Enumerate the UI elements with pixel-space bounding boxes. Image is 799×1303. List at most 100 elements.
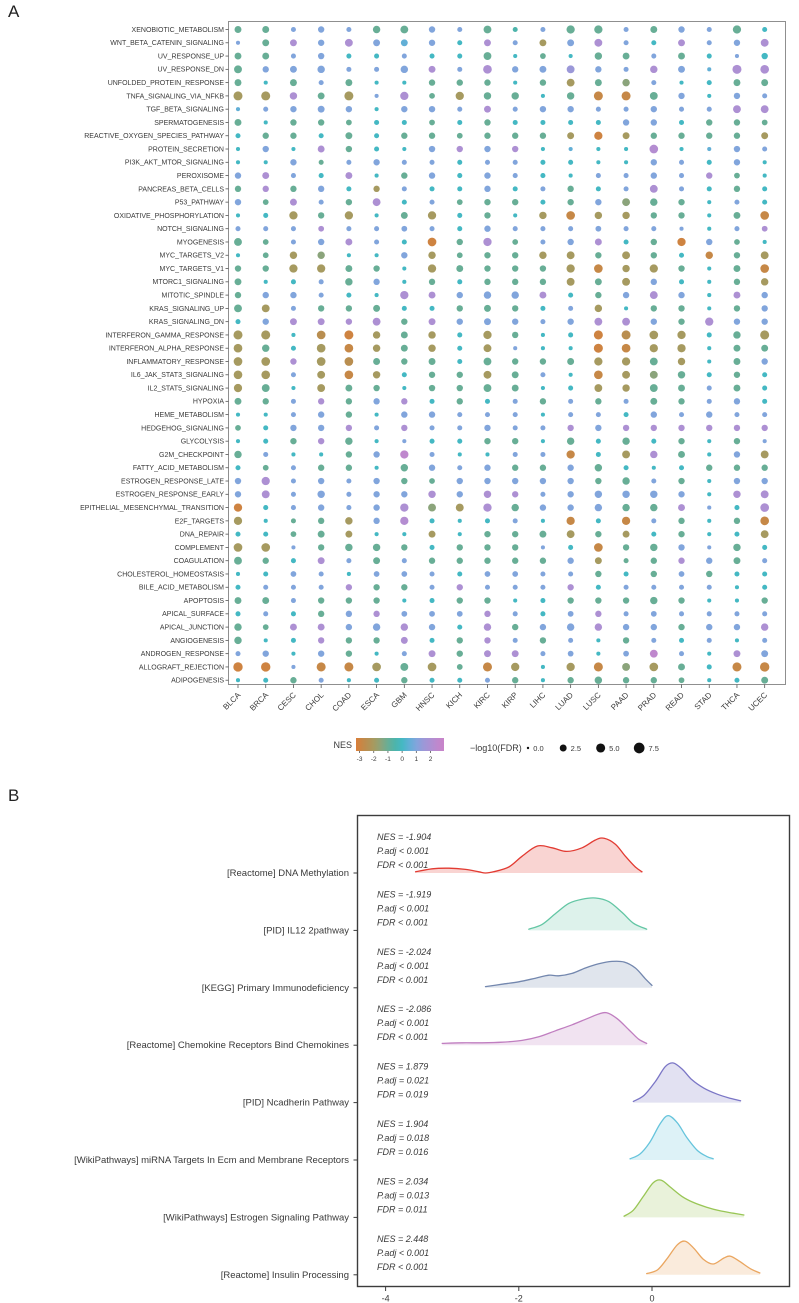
nes-dot xyxy=(291,545,296,550)
nes-dot xyxy=(345,384,353,392)
ridge-area xyxy=(630,1115,714,1160)
pathway-set-label: [WikiPathways] miRNA Targets In Ecm and … xyxy=(74,1155,349,1166)
nes-dot xyxy=(374,425,380,431)
nes-dot xyxy=(622,317,631,326)
nes-dot xyxy=(732,64,742,74)
nes-dot xyxy=(512,623,519,631)
nes-dot xyxy=(344,357,354,366)
nes-dot xyxy=(596,651,601,656)
nes-dot xyxy=(512,530,519,538)
nes-dot xyxy=(539,623,547,631)
nes-dot xyxy=(762,584,768,590)
nes-dot xyxy=(733,79,741,87)
nes-dot xyxy=(513,213,518,218)
pathway-label: UV_RESPONSE_DN xyxy=(157,67,224,74)
nes-dot xyxy=(762,611,768,617)
ridge-line xyxy=(528,897,648,930)
nes-dot xyxy=(290,424,297,432)
annotation-line: P.adj = 0.018 xyxy=(377,1133,429,1143)
nes-dot xyxy=(235,611,241,617)
nes-dot xyxy=(568,332,574,338)
nes-dot xyxy=(761,132,769,140)
nes-dot xyxy=(400,91,409,101)
nes-dot xyxy=(760,65,770,74)
nes-dot xyxy=(706,332,712,338)
nes-dot xyxy=(594,264,603,273)
nes-dot xyxy=(595,291,602,299)
nes-dot xyxy=(623,186,629,192)
nes-dot xyxy=(539,557,547,564)
annotation-line: P.adj = 0.013 xyxy=(377,1190,429,1200)
nes-dot xyxy=(707,439,712,444)
nes-dot xyxy=(760,503,770,512)
ridge-line xyxy=(484,960,653,988)
nes-dot xyxy=(263,412,268,417)
nes-dot xyxy=(512,557,519,564)
cancer-type-label: LUSC xyxy=(581,690,603,712)
annotation-line: FDR = 0.016 xyxy=(377,1147,428,1157)
nes-dot xyxy=(456,597,463,604)
nes-dot xyxy=(594,543,603,552)
nes-dot xyxy=(483,623,492,631)
nes-dot xyxy=(762,385,768,391)
nes-dot xyxy=(762,146,768,152)
nes-dot xyxy=(234,291,242,299)
nes-dot xyxy=(428,172,436,179)
nes-dot xyxy=(457,571,463,577)
nes-dot xyxy=(291,664,296,669)
nes-dot xyxy=(623,584,629,590)
nes-dot xyxy=(733,159,741,166)
nes-dot xyxy=(678,491,685,498)
nes-dot xyxy=(679,80,684,85)
nes-dot xyxy=(678,597,685,604)
nes-dot xyxy=(567,105,574,113)
nes-dot xyxy=(262,344,270,352)
nes-dot xyxy=(317,370,326,379)
nes-dot xyxy=(651,518,657,524)
nes-dot xyxy=(706,53,712,59)
nes-dot xyxy=(540,425,546,431)
nes-dot xyxy=(679,279,685,285)
nes-dot xyxy=(539,79,547,86)
nes-dot xyxy=(345,451,353,458)
nes-dot xyxy=(568,305,574,311)
nes-dot xyxy=(512,145,519,153)
nes-dot xyxy=(428,650,436,658)
nes-dot xyxy=(649,662,659,672)
nes-dot xyxy=(402,439,407,444)
nes-dot xyxy=(263,531,269,537)
nes-dot xyxy=(346,678,351,683)
nes-dot xyxy=(540,305,546,311)
nes-dot xyxy=(456,664,463,670)
cancer-type-label: LUAD xyxy=(554,690,576,712)
nes-dot xyxy=(373,557,381,565)
nes-dot xyxy=(649,91,658,100)
nes-dot xyxy=(596,638,601,643)
nes-dot xyxy=(512,358,519,365)
nes-dot xyxy=(650,305,657,312)
nes-dot xyxy=(429,451,435,457)
nes-dot xyxy=(761,291,768,299)
nes-dot xyxy=(678,384,685,392)
nes-dot xyxy=(233,330,243,340)
nes-dot xyxy=(705,317,714,326)
nes-dot xyxy=(291,332,296,337)
pathway-label: PANCREAS_BETA_CELLS xyxy=(138,186,224,193)
nes-dot xyxy=(234,491,242,498)
nes-dot xyxy=(346,159,352,165)
nes-dot xyxy=(540,439,545,444)
nes-dot xyxy=(679,651,685,657)
nes-dot xyxy=(733,344,741,352)
cancer-type-label: BRCA xyxy=(248,690,271,713)
nes-dot xyxy=(540,491,546,497)
nes-dot xyxy=(622,277,631,286)
nes-dot xyxy=(457,66,463,72)
cancer-type-label: STAD xyxy=(693,690,714,711)
nes-dot xyxy=(761,119,768,126)
pathway-label: PEROXISOME xyxy=(177,173,224,180)
cancer-type-label: BLCA xyxy=(221,690,243,712)
nes-dot xyxy=(345,265,353,273)
nes-dot xyxy=(429,571,435,577)
nes-dot xyxy=(706,372,712,378)
nes-dot xyxy=(650,557,657,564)
